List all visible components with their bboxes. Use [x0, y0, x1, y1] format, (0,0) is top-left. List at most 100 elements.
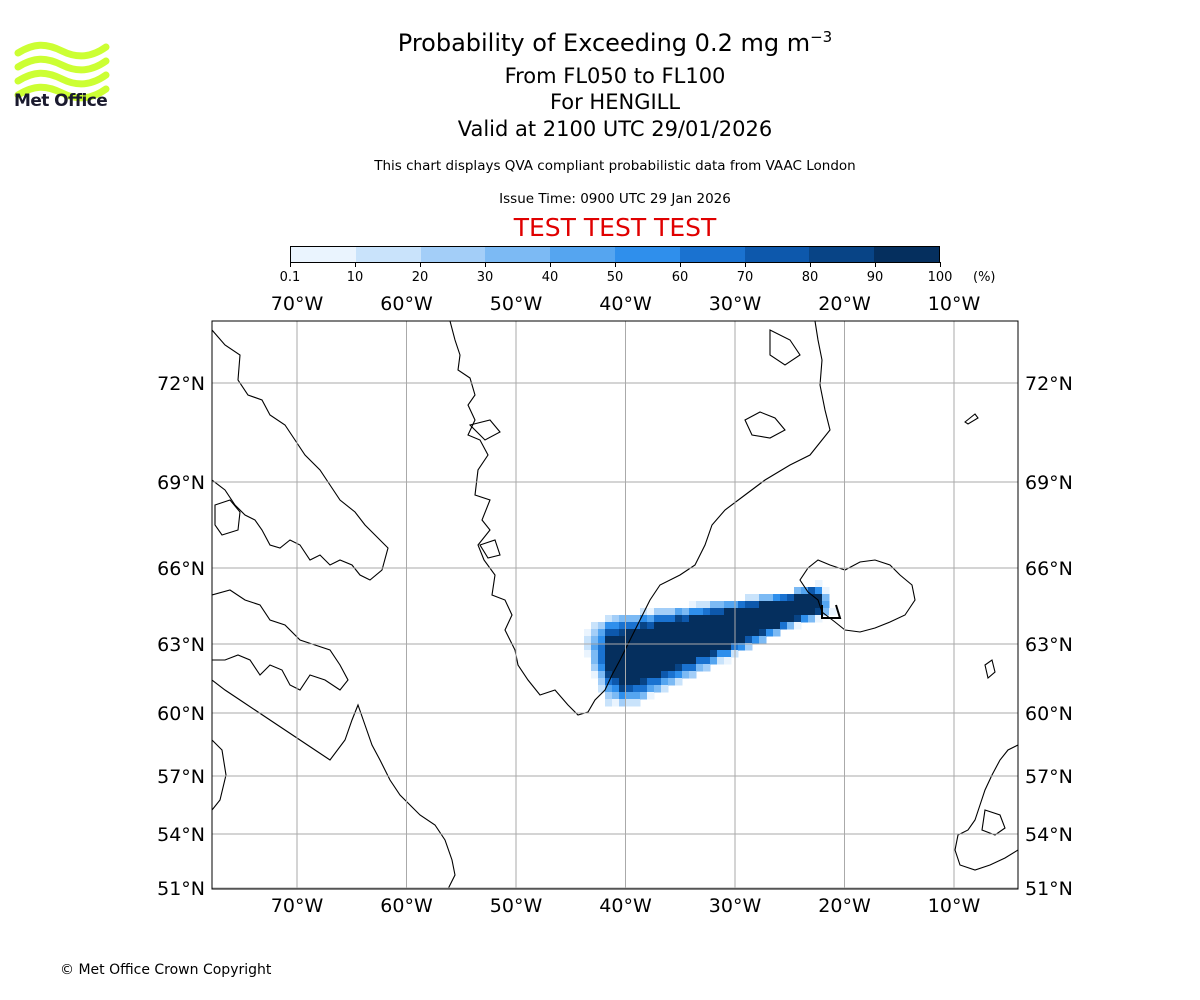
coastlines	[212, 321, 1018, 889]
probability-cell	[584, 650, 592, 658]
probability-cell	[710, 615, 718, 623]
probability-cell	[668, 657, 676, 665]
probability-cell	[808, 615, 816, 623]
chart-title: Probability of Exceeding 0.2 mg m−3	[397, 28, 833, 57]
longitude-label: 10°W	[928, 895, 981, 917]
probability-cell	[626, 664, 634, 672]
probability-cell	[619, 615, 627, 623]
probability-cell	[766, 615, 774, 623]
probability-cell	[654, 685, 662, 693]
probability-cell	[598, 664, 606, 672]
probability-cell	[815, 587, 823, 595]
logo-wave-3	[14, 69, 110, 88]
colorbar-tick-mark	[354, 262, 356, 267]
probability-cell	[738, 643, 746, 651]
probability-cell	[675, 629, 683, 637]
probability-cell	[724, 636, 732, 644]
baffin-coastline	[212, 329, 389, 581]
probability-cell	[654, 608, 662, 616]
colorbar-tick-mark	[484, 262, 486, 267]
probability-cell	[591, 671, 599, 679]
probability-cell	[668, 608, 676, 616]
probability-cell	[801, 587, 809, 595]
probability-cell	[787, 608, 795, 616]
probability-cell	[640, 664, 648, 672]
probability-cell	[591, 664, 599, 672]
probability-cell	[605, 699, 613, 707]
probability-cell	[654, 636, 662, 644]
colorbar-segment-8	[809, 247, 875, 262]
latitude-label: 63°N	[1025, 634, 1073, 656]
probability-cell	[647, 622, 655, 630]
probability-cell	[675, 657, 683, 665]
probability-cell	[605, 692, 613, 700]
probability-cell	[815, 594, 823, 602]
latitude-label: 60°N	[1025, 703, 1073, 725]
probability-cell	[640, 657, 648, 665]
probability-cell	[640, 636, 648, 644]
probability-cell	[759, 594, 767, 602]
probability-cell	[633, 671, 641, 679]
probability-cell	[640, 629, 648, 637]
probability-cell	[584, 643, 592, 651]
probability-cell	[661, 643, 669, 651]
probability-cell	[626, 629, 634, 637]
probability-cell	[591, 629, 599, 637]
probability-cell	[633, 650, 641, 658]
probability-cell	[626, 699, 634, 707]
probability-cell	[640, 622, 648, 630]
probability-cell	[668, 629, 676, 637]
probability-cell	[647, 678, 655, 686]
probability-cell	[710, 643, 718, 651]
probability-cell	[829, 608, 837, 616]
probability-cell	[682, 671, 690, 679]
ash-probability-plume	[584, 580, 837, 707]
colorbar-tick-label: 70	[736, 270, 754, 285]
longitude-label: 60°W	[380, 293, 433, 315]
probability-cell	[738, 636, 746, 644]
probability-cell	[605, 615, 613, 623]
colorbar-unit: (%)	[973, 270, 996, 285]
probability-cell	[591, 643, 599, 651]
probability-cell	[591, 650, 599, 658]
iceland-coastline	[799, 559, 916, 633]
colorbar-tick-label: 40	[541, 270, 559, 285]
graticule	[212, 321, 1018, 889]
probability-cell	[675, 650, 683, 658]
colorbar-tick-mark	[874, 262, 876, 267]
probability-cell	[619, 622, 627, 630]
probability-cell	[633, 685, 641, 693]
probability-cell	[598, 636, 606, 644]
probability-cell	[773, 622, 781, 630]
probability-cell	[696, 657, 704, 665]
probability-cell	[794, 608, 802, 616]
probability-cell	[717, 650, 725, 658]
longitude-label: 20°W	[818, 293, 871, 315]
probability-cell	[668, 622, 676, 630]
latitude-label: 69°N	[157, 472, 205, 494]
probability-cell	[626, 671, 634, 679]
longitude-label: 50°W	[490, 895, 543, 917]
probability-cell	[689, 657, 697, 665]
probability-cell	[612, 671, 620, 679]
probability-cell	[801, 594, 809, 602]
probability-cell	[654, 650, 662, 658]
probability-cell	[766, 608, 774, 616]
probability-cell	[675, 678, 683, 686]
probability-cell	[689, 601, 697, 609]
probability-cell	[626, 692, 634, 700]
probability-cell	[696, 650, 704, 658]
probability-cell	[605, 629, 613, 637]
probability-cell	[703, 615, 711, 623]
probability-cell	[647, 636, 655, 644]
colorbar-tick-label: 20	[411, 270, 429, 285]
probability-cell	[703, 664, 711, 672]
probability-cell	[745, 622, 753, 630]
probability-cell	[682, 643, 690, 651]
probability-cell	[689, 664, 697, 672]
probability-cell	[752, 608, 760, 616]
longitude-label: 40°W	[599, 293, 652, 315]
latitude-label: 72°N	[1025, 373, 1073, 395]
probability-cell	[696, 622, 704, 630]
probability-cell	[619, 692, 627, 700]
